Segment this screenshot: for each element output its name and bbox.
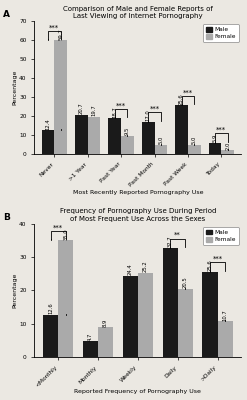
Text: **: ** [174,232,181,238]
Text: 12.4: 12.4 [45,118,50,130]
Text: B: B [3,213,10,222]
Bar [209,143,221,154]
Text: ***: *** [183,89,193,95]
Bar [98,327,113,357]
Bar [75,115,88,154]
Text: ***: *** [116,102,126,108]
Text: 24.4: 24.4 [128,263,133,275]
Bar [202,272,218,357]
Title: Comparison of Male and Female Reports of
Last Viewing of Internet Pornography: Comparison of Male and Female Reports of… [63,6,213,19]
Text: 25.6: 25.6 [207,259,212,271]
Text: 17.0: 17.0 [146,109,151,121]
Bar [188,144,201,154]
Bar [163,248,178,357]
Text: 59.7: 59.7 [58,28,63,40]
Text: A: A [3,10,10,19]
Bar [42,130,54,154]
Bar [83,341,98,357]
Bar [108,118,121,154]
Text: 19.7: 19.7 [92,104,97,116]
Bar [43,315,58,357]
Text: 32.7: 32.7 [168,236,173,247]
Y-axis label: Percentage: Percentage [13,70,18,105]
Y-axis label: Percentage: Percentage [13,273,18,308]
Text: 8.9: 8.9 [103,318,108,327]
Bar [155,144,167,154]
Title: Frequency of Pornography Use During Period
of Most Frequent Use Across the Sexes: Frequency of Pornography Use During Peri… [60,208,216,222]
Text: ***: *** [149,106,160,112]
Bar [58,240,73,357]
Text: ***: *** [49,24,59,30]
Text: 4.7: 4.7 [88,332,93,340]
Text: 35.0: 35.0 [63,228,68,240]
Bar [218,321,233,357]
Bar [221,150,234,154]
Text: 18.7: 18.7 [112,106,117,118]
Bar [123,276,138,357]
Legend: Male, Female: Male, Female [203,24,239,42]
Text: ***: *** [212,256,223,262]
Text: ***: *** [216,127,226,133]
Text: 20.7: 20.7 [79,102,84,114]
Text: 5.0: 5.0 [192,136,197,144]
Text: 25.6: 25.6 [179,93,184,105]
Bar [142,122,155,154]
Text: 5.9: 5.9 [213,134,218,142]
Text: 25.2: 25.2 [143,260,148,272]
Text: 9.5: 9.5 [125,127,130,135]
Bar [178,289,193,357]
Text: 5.0: 5.0 [158,136,164,144]
X-axis label: Reported Frequency of Pornography Use: Reported Frequency of Pornography Use [74,390,201,394]
Bar [175,105,188,154]
Text: 2.0: 2.0 [225,141,230,150]
Bar [121,136,134,154]
Bar [138,273,153,357]
Text: 10.7: 10.7 [223,309,227,321]
Text: 12.6: 12.6 [48,302,53,314]
Bar [54,40,67,154]
Bar [88,116,101,154]
X-axis label: Most Recently Reported Pornography Use: Most Recently Reported Pornography Use [73,190,203,194]
Text: ***: *** [53,224,63,230]
Legend: Male, Female: Male, Female [203,227,239,245]
Text: 20.5: 20.5 [183,276,188,288]
